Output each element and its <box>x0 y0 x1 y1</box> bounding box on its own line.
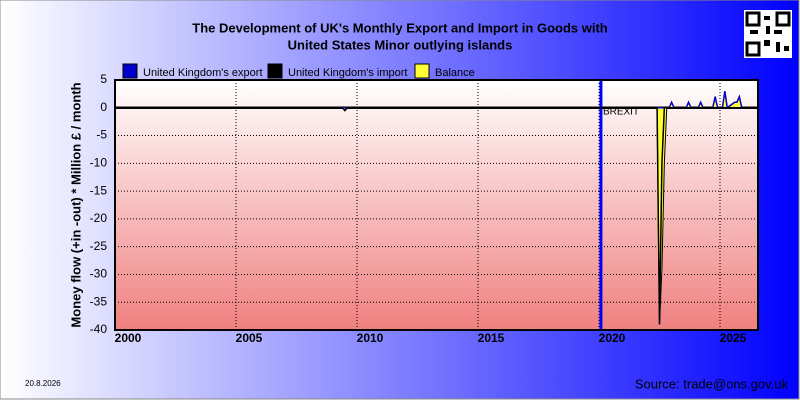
date: 20.8.2026 <box>25 379 61 388</box>
plot-frame <box>114 79 759 331</box>
legend-label: United Kingdom's export <box>143 67 263 79</box>
legend-label: Balance <box>435 67 475 79</box>
y-tick-label: -40 <box>90 322 108 336</box>
x-tick-label: 2000 <box>115 331 142 345</box>
legend-label: United Kingdom's import <box>288 67 408 79</box>
qr-code <box>744 10 792 58</box>
x-tick-label: 2020 <box>599 331 626 345</box>
chart-subtitle: United States Minor outlying islands <box>288 37 513 52</box>
plot-area <box>115 80 758 330</box>
legend-swatch <box>414 63 430 79</box>
source: Source: trade@ons.gov.uk <box>635 376 789 391</box>
series-line <box>115 107 742 325</box>
y-tick-label: -10 <box>90 156 108 170</box>
x-tick-label: 2025 <box>720 331 747 345</box>
y-tick-label: 5 <box>100 72 107 86</box>
legend-swatch <box>267 63 283 79</box>
brexit-label: BREXIT <box>603 106 639 117</box>
y-tick-label: -35 <box>90 294 108 308</box>
y-tick-label: -30 <box>90 267 108 281</box>
chart-title: The Development of UK's Monthly Export a… <box>192 20 608 35</box>
series-line <box>115 91 743 110</box>
y-axis-label: Money flow (+in -out) * Million £ / mont… <box>68 82 83 327</box>
y-tick-label: -15 <box>90 183 108 197</box>
y-tick-label: -25 <box>90 239 108 253</box>
x-tick-label: 2015 <box>478 331 505 345</box>
y-tick-label: 0 <box>100 100 107 114</box>
y-tick-label: -20 <box>90 211 108 225</box>
legend-swatch <box>122 63 138 79</box>
y-tick-label: -5 <box>96 128 107 142</box>
x-tick-label: 2005 <box>236 331 263 345</box>
x-tick-label: 2010 <box>357 331 384 345</box>
